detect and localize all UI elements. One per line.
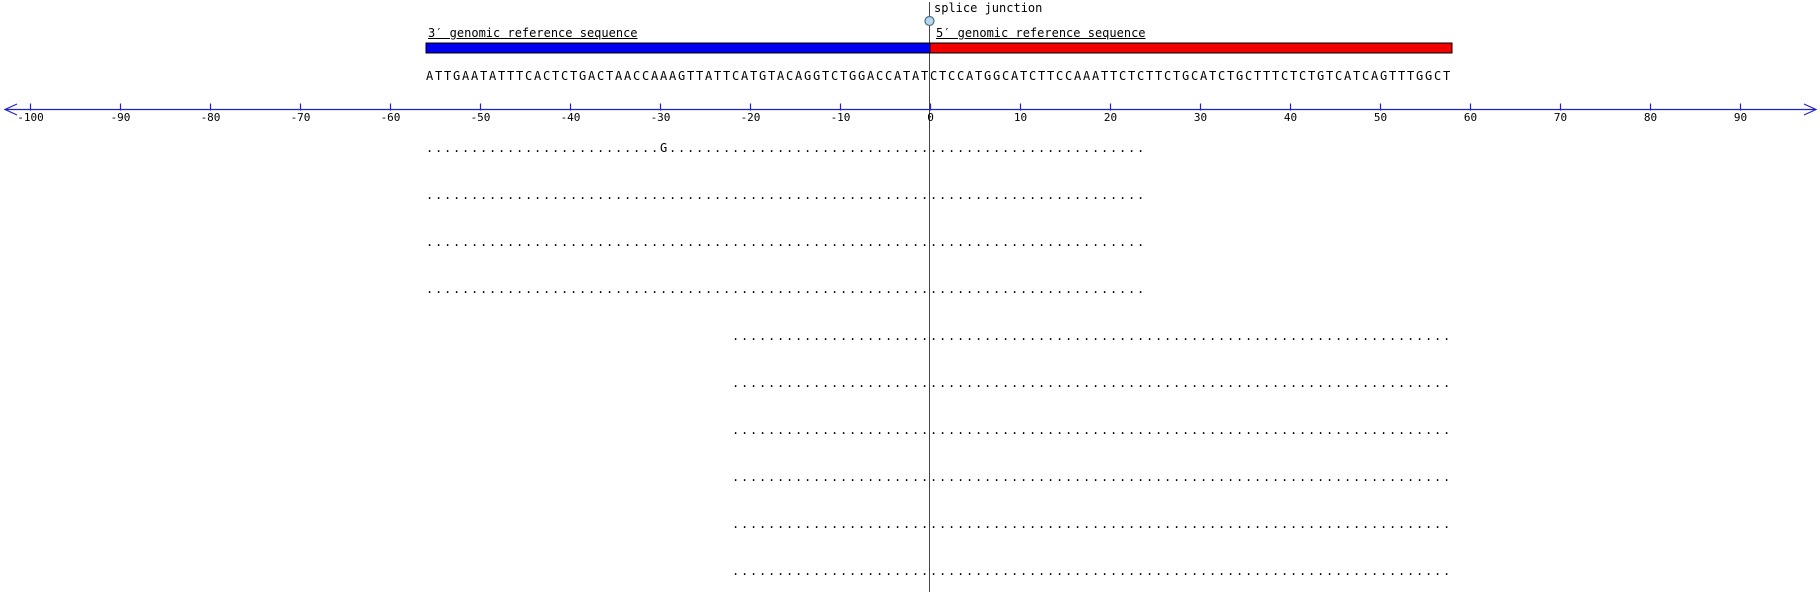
read-row: ........................................…: [732, 329, 1452, 343]
read-row: ........................................…: [732, 517, 1452, 531]
axis-arrow-right-icon: [1803, 103, 1818, 116]
axis-tick-label: 50: [1374, 111, 1387, 124]
axis-tick-label: 20: [1104, 111, 1117, 124]
splice-junction-label: splice junction: [934, 1, 1043, 15]
ref-3prime-bar: [425, 42, 931, 54]
read-row: ........................................…: [426, 282, 1146, 296]
reference-sequence-text: ATTGAATATTTCACTCTGACTAACCAAAGTTATTCATGTA…: [426, 69, 1452, 83]
axis-tick-label: -60: [381, 111, 401, 124]
ref-3prime-label: 3′ genomic reference sequence: [428, 26, 638, 40]
axis-tick-label: -50: [471, 111, 491, 124]
read-row: ........................................…: [426, 235, 1146, 249]
axis-tick-label: -40: [561, 111, 581, 124]
axis-tick-label: -10: [831, 111, 851, 124]
read-row: ..........................G.............…: [426, 141, 1146, 155]
x-axis: -100 -90 -80 -70 -60 -50 -40 -30 -20 -10 0 10 20 30 40…: [3, 103, 1818, 124]
read-row: ........................................…: [732, 423, 1452, 437]
axis-tick-label: -80: [201, 111, 221, 124]
axis-tick-label: 80: [1644, 111, 1657, 124]
axis-tick-label: 60: [1464, 111, 1477, 124]
axis-tick-label: 0: [927, 111, 934, 124]
axis-tick-label: -70: [291, 111, 311, 124]
axis-tick-label: -100: [17, 111, 44, 124]
axis-tick-label: 90: [1734, 111, 1747, 124]
axis-tick-label: 70: [1554, 111, 1567, 124]
axis-tick-label: 30: [1194, 111, 1207, 124]
ref-5prime-label: 5′ genomic reference sequence: [936, 26, 1146, 40]
ref-5prime-bar: [929, 42, 1453, 54]
x-axis-ticks: -100 -90 -80 -70 -60 -50 -40 -30 -20 -10 0 10 20 30 40…: [17, 103, 1747, 124]
read-row: ........................................…: [732, 564, 1452, 578]
axis-tick-label: -30: [651, 111, 671, 124]
axis-tick-label: 40: [1284, 111, 1297, 124]
read-row: ........................................…: [426, 188, 1146, 202]
splice-junction-marker-icon: [924, 15, 935, 27]
read-row: ........................................…: [732, 376, 1452, 390]
read-row: ........................................…: [732, 470, 1452, 484]
axis-tick-label: -20: [741, 111, 761, 124]
axis-tick-label: 10: [1014, 111, 1027, 124]
axis-tick-label: -90: [111, 111, 131, 124]
axis-arrow-left-icon: [3, 103, 18, 116]
